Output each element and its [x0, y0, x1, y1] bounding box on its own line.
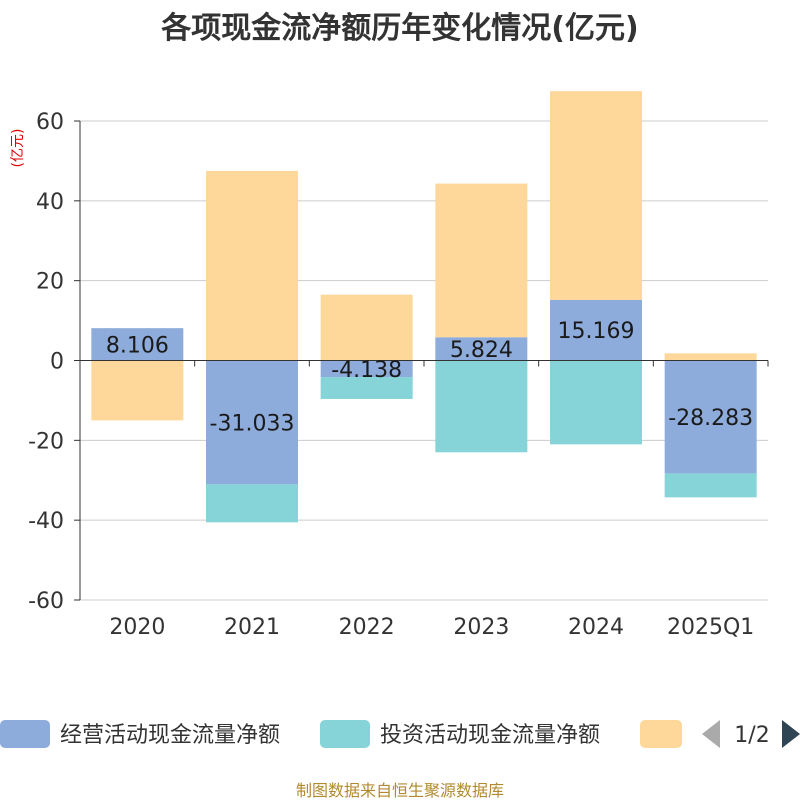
axes — [74, 120, 769, 601]
y-tick-label-2: 20 — [36, 270, 64, 295]
legend-label-operating[interactable]: 经营活动现金流量净额 — [60, 723, 280, 748]
y-tick-label-3: 0 — [50, 350, 64, 375]
bar-s0-4[interactable] — [550, 299, 642, 361]
bar-s2-0[interactable] — [91, 360, 184, 421]
bar-s1-1[interactable] — [206, 484, 298, 523]
data-label-2: -4.138 — [331, 358, 402, 383]
bar-s0-1[interactable] — [206, 360, 298, 485]
x-tick-label-0: 2020 — [109, 615, 165, 640]
y-axis-label: (亿元) — [10, 129, 26, 168]
bar-s0-3[interactable] — [435, 337, 528, 361]
bar-s2-3[interactable] — [435, 183, 528, 338]
legend-swatch-investing[interactable] — [320, 720, 370, 748]
bar-s2-1[interactable] — [206, 170, 298, 361]
bar-s2-4[interactable] — [550, 91, 642, 300]
legend-swatch-financing[interactable] — [640, 720, 682, 748]
data-label-3: 5.824 — [450, 338, 513, 363]
x-tick-label-5: 2025Q1 — [667, 615, 754, 640]
bar-s0-5[interactable] — [664, 360, 757, 474]
pager-next-icon[interactable] — [782, 720, 800, 748]
data-label-1: -31.033 — [210, 411, 295, 436]
legend-swatch-operating[interactable] — [0, 720, 50, 748]
bar-s1-2[interactable] — [320, 377, 413, 399]
data-source: 制图数据来自恒生聚源数据库 — [296, 781, 504, 800]
bar-s2-5[interactable] — [664, 353, 757, 361]
data-label-5: -28.283 — [668, 406, 753, 431]
data-labels: 8.106 -31.033 -4.138 5.824 15.169 -28.283 — [106, 319, 753, 436]
bar-s0-2[interactable] — [320, 360, 413, 378]
x-tick-label-4: 2024 — [568, 615, 624, 640]
x-tick-label-2: 2022 — [339, 615, 395, 640]
bar-s1-4[interactable] — [550, 360, 642, 445]
bar-s0-0[interactable] — [91, 328, 184, 361]
y-tick-label-5: -40 — [28, 509, 64, 534]
y-tick-label-6: -60 — [28, 589, 64, 614]
data-label-4: 15.169 — [558, 319, 635, 344]
bars — [91, 91, 757, 523]
bar-s1-3[interactable] — [435, 360, 528, 453]
x-tick-label-1: 2021 — [224, 615, 280, 640]
x-tick-label-3: 2023 — [453, 615, 509, 640]
bar-s2-2[interactable] — [320, 294, 413, 361]
y-tick-label-0: 60 — [36, 110, 64, 135]
legend: 经营活动现金流量净额 投资活动现金流量净额 1/2 — [0, 720, 800, 748]
bar-s1-5[interactable] — [664, 473, 757, 498]
pager-prev-icon[interactable] — [702, 720, 720, 748]
data-label-0: 8.106 — [106, 333, 169, 358]
tick-labels: 60 40 20 0 -20 -40 -60 2020 2021 2022 2023 2024 2025… — [28, 110, 754, 640]
y-tick-label-4: -20 — [28, 429, 64, 454]
chart-title: 各项现金流净额历年变化情况(亿元) — [160, 11, 638, 46]
legend-page-indicator: 1/2 — [734, 723, 769, 748]
legend-label-investing[interactable]: 投资活动现金流量净额 — [380, 723, 600, 748]
y-tick-label-1: 40 — [36, 190, 64, 215]
